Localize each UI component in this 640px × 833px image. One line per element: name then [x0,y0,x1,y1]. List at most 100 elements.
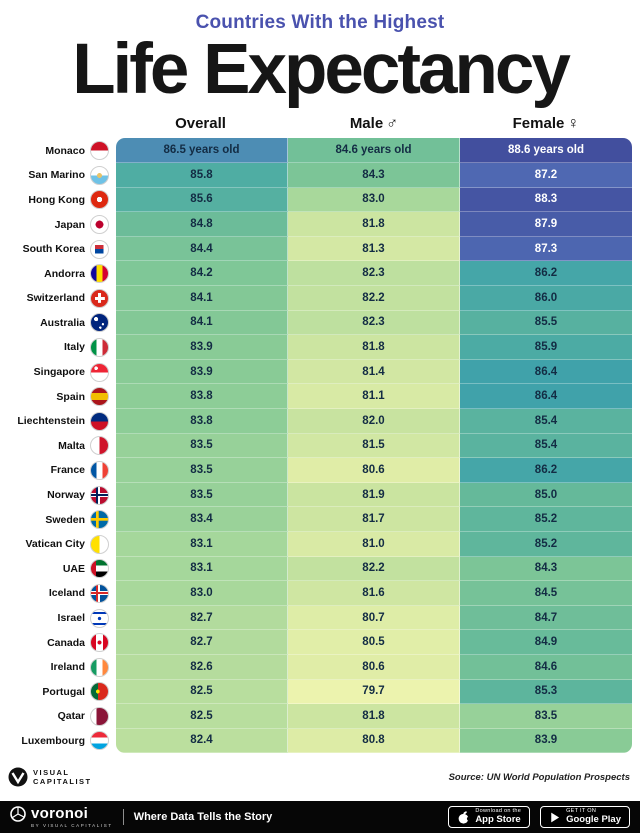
flag-icon-south-korea [90,239,109,259]
visual-capitalist-wordmark: VISUAL CAPITALIST [33,768,92,787]
country-name: Spain [56,390,85,403]
value-cell-norway-female: 85.0 [460,482,632,508]
country-name: Norway [47,489,85,502]
country-row-label: San Marino [8,163,116,188]
value-cell-qatar-female: 83.5 [460,704,632,729]
value-cell-iceland-overall: 83.0 [116,581,288,606]
value-cell-sweden-female: 85.2 [460,507,632,532]
app-store-line1: Download on the [475,808,522,815]
value-cell-norway-male: 81.9 [288,482,460,508]
flag-icon-monaco [90,141,109,161]
country-row-label: Vatican City [8,532,116,557]
country-row-label: Australia [8,311,116,336]
country-row-label: Ireland [8,655,116,680]
value-cell-italy-male: 81.8 [288,335,460,360]
value-cell-luxembourg-female: 83.9 [460,728,632,754]
value-cell-australia-female: 85.5 [460,310,632,336]
country-row-label: Iceland [8,581,116,606]
source-note: Source: UN World Population Prospects [448,771,630,783]
google-play-badge-text: GET IT ON Google Play [566,808,621,825]
value-cell-portugal-female: 85.3 [460,679,632,705]
flag-icon-hong-kong [90,190,109,210]
value-cell-israel-female: 84.7 [460,605,632,631]
value-cell-switzerland-overall: 84.1 [116,286,288,311]
voronoi-bar: voronoi BY VISUAL CAPITALIST Where Data … [0,801,640,833]
app-store-badge-text: Download on the App Store [475,808,522,825]
column-header-overall: Overall [116,115,288,133]
value-cell-norway-overall: 83.5 [116,482,288,508]
country-row-label: France [8,458,116,483]
country-row-label: Andorra [8,261,116,286]
value-cell-australia-overall: 84.1 [116,310,288,336]
value-cell-south-korea-male: 81.3 [288,236,460,262]
value-cell-italy-female: 85.9 [460,335,632,360]
country-name: Australia [40,316,85,329]
flag-icon-switzerland [90,288,109,308]
flag-icon-israel [90,608,109,628]
flag-icon-iceland [90,583,109,603]
value-cell-singapore-overall: 83.9 [116,359,288,385]
value-cell-singapore-male: 81.4 [288,359,460,385]
country-row-label: Portugal [8,680,116,705]
country-name: Sweden [45,513,85,526]
flag-icon-canada [90,633,109,653]
value-cell-canada-male: 80.5 [288,630,460,655]
divider [122,809,124,825]
visual-capitalist-logo: VISUAL CAPITALIST [8,767,92,787]
footer-row: VISUAL CAPITALIST Source: UN World Popul… [0,753,640,801]
app-store-badge[interactable]: Download on the App Store [448,806,531,828]
female-symbol-icon: ♀ [567,115,580,133]
flag-icon-singapore [90,362,109,382]
column-header-male: Male ♂ [288,115,460,133]
country-name: Hong Kong [28,193,85,206]
flag-icon-malta [90,436,109,456]
value-cell-monaco-male: 84.6 years old [288,138,460,164]
value-cell-monaco-overall: 86.5 years old [116,138,288,164]
flag-icon-spain [90,387,109,407]
value-cell-ireland-female: 84.6 [460,654,632,680]
voronoi-logo: voronoi BY VISUAL CAPITALIST [10,805,113,829]
country-name: Ireland [50,661,85,674]
value-cell-andorra-female: 86.2 [460,261,632,286]
country-name: Liechtenstein [17,415,85,428]
value-cell-malta-overall: 83.5 [116,433,288,459]
heatmap-cells: 86.5 years old 84.6 years old 88.6 years o… [116,138,632,754]
value-cell-ireland-overall: 82.6 [116,654,288,680]
value-cell-japan-male: 81.8 [288,212,460,237]
brand-line2: CAPITALIST [33,777,92,787]
country-row-label: Israel [8,606,116,631]
voronoi-wordmark: voronoi [31,805,89,823]
value-cell-south-korea-overall: 84.4 [116,236,288,262]
value-cell-hong-kong-male: 83.0 [288,187,460,213]
value-cell-monaco-female: 88.6 years old [460,138,632,164]
flag-icon-uae [90,559,109,579]
value-cell-san-marino-male: 84.3 [288,163,460,188]
value-cell-iceland-female: 84.5 [460,581,632,606]
value-cell-italy-overall: 83.9 [116,335,288,360]
country-name: Andorra [44,267,85,280]
column-label: Male [349,115,384,133]
value-cell-sweden-male: 81.7 [288,507,460,532]
column-label: Overall [175,115,226,133]
country-name: Japan [54,218,85,231]
value-cell-vatican-city-female: 85.2 [460,531,632,557]
country-row-label: Japan [8,212,116,237]
country-name: Israel [57,612,85,625]
value-cell-japan-overall: 84.8 [116,212,288,237]
google-play-badge[interactable]: GET IT ON Google Play [540,806,630,828]
flag-icon-norway [90,485,109,505]
value-cell-switzerland-female: 86.0 [460,286,632,311]
country-name: Singapore [33,366,85,379]
flag-icon-san-marino [90,165,109,185]
app-store-line2: App Store [475,813,521,825]
value-cell-singapore-female: 86.4 [460,359,632,385]
country-name: South Korea [22,243,85,256]
country-name: Qatar [57,710,85,723]
value-cell-liechtenstein-female: 85.4 [460,408,632,434]
value-cell-japan-female: 87.9 [460,212,632,237]
value-cell-qatar-male: 81.8 [288,704,460,729]
value-cell-south-korea-female: 87.3 [460,236,632,262]
value-cell-sweden-overall: 83.4 [116,507,288,532]
value-cell-uae-overall: 83.1 [116,556,288,582]
